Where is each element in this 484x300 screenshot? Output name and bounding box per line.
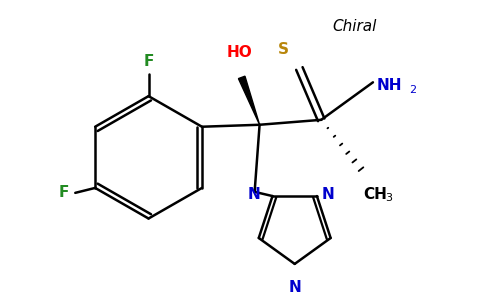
Text: N: N	[288, 280, 301, 295]
Text: F: F	[143, 53, 154, 68]
Text: CH: CH	[363, 187, 387, 202]
Text: HO: HO	[227, 45, 253, 60]
Text: N: N	[248, 187, 260, 202]
Polygon shape	[239, 76, 259, 125]
Text: F: F	[59, 185, 69, 200]
Text: Chiral: Chiral	[332, 19, 377, 34]
Text: 2: 2	[408, 85, 416, 95]
Text: 3: 3	[385, 193, 392, 203]
Text: S: S	[278, 42, 289, 57]
Text: NH: NH	[377, 78, 402, 93]
Text: N: N	[322, 187, 334, 202]
